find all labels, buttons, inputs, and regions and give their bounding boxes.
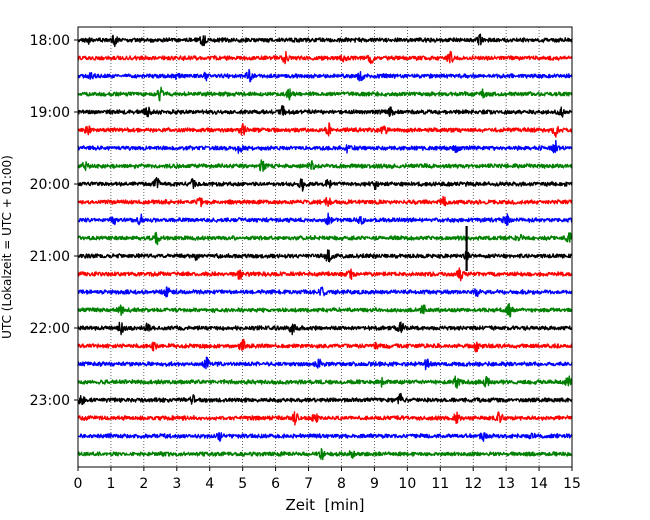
trace-21:15 [77,267,573,282]
y-axis-label: UTC (Lokalzeit = UTC + 01:00) [0,155,14,339]
trace-23:15 [77,411,573,426]
trace-23:45 [77,447,573,461]
x-tick-label: 9 [370,476,379,492]
x-axis-ticks: 0 1 2 3 4 5 6 7 8 9 10 11 12 13 14 15 [74,467,581,492]
x-tick-label: 8 [337,476,346,492]
y-tick-label: 19:00 [30,105,70,121]
x-tick-label: 11 [431,476,449,492]
trace-20:15 [77,195,573,208]
trace-20:00 [77,176,573,192]
trace-19:15 [77,122,573,138]
x-tick-label: 15 [563,476,581,492]
trace-21:45 [77,302,573,318]
trace-20:45 [77,231,573,246]
trace-18:00 [77,33,573,48]
trace-19:30 [77,139,573,154]
vertical-gridlines [110,27,540,467]
y-tick-label: 20:00 [30,177,70,193]
trace-22:30 [77,356,573,371]
trace-18:30 [77,68,573,83]
plot-frame [77,26,573,468]
x-tick-label: 10 [398,476,416,492]
y-tick-label: 18:00 [30,33,70,49]
y-tick-label: 22:00 [30,321,70,337]
y-tick-label: 23:00 [30,393,70,409]
x-tick-label: 1 [106,476,115,492]
trace-23:00 [77,392,573,406]
trace-23:30 [77,431,573,442]
x-tick-label: 4 [205,476,214,492]
x-axis-label: Zeit [min] [285,496,364,514]
trace-20:30 [77,212,573,226]
trace-18:45 [77,86,573,102]
trace-21:00 [77,249,573,263]
trace-19:00 [77,105,573,118]
x-tick-label: 12 [464,476,482,492]
y-tick-label: 21:00 [30,249,70,265]
x-tick-label: 7 [304,476,313,492]
x-tick-label: 0 [74,476,83,492]
x-tick-label: 6 [271,476,280,492]
x-tick-label: 3 [172,476,181,492]
trace-22:15 [77,338,573,353]
trace-22:00 [77,321,573,336]
x-tick-label: 13 [497,476,515,492]
x-tick-label: 14 [530,476,548,492]
trace-22:45 [77,375,573,389]
x-tick-label: 2 [139,476,148,492]
trace-19:45 [77,159,573,172]
x-tick-label: 5 [238,476,247,492]
seismic-traces [77,33,573,461]
trace-18:15 [77,50,573,65]
y-axis-ticks: 18:00 19:00 20:00 21:00 22:00 23:00 [30,33,78,409]
trace-21:30 [77,286,573,298]
